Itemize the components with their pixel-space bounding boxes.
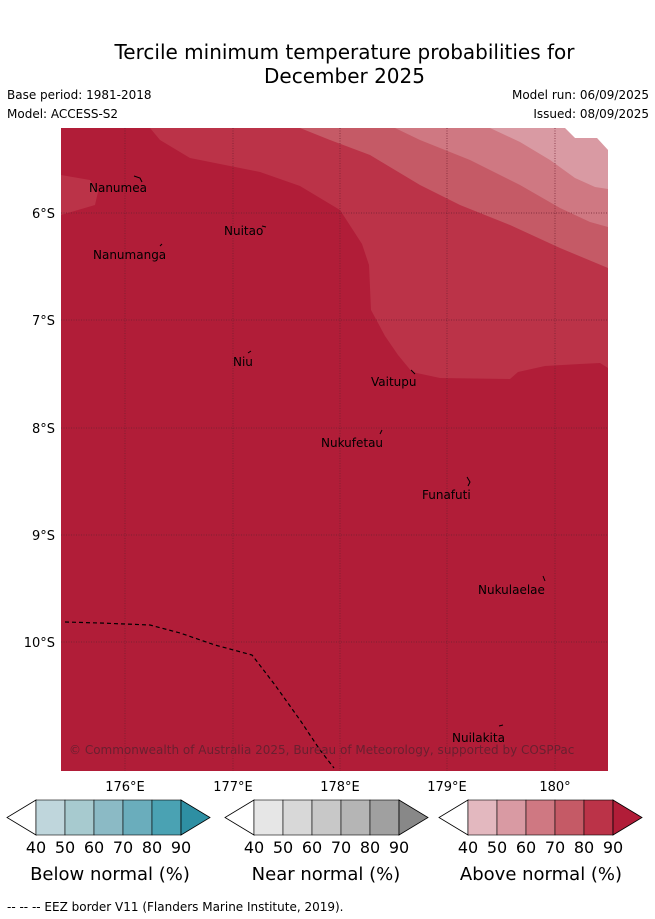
legend-below-tick: 80 <box>142 838 162 857</box>
place-label: Nanumanga <box>93 248 166 262</box>
island-nukulaelae-shape <box>542 575 546 582</box>
legend-near-tick: 60 <box>302 838 322 857</box>
place-label: Nukufetau <box>321 436 383 450</box>
legend-above-over-arrow <box>612 799 643 836</box>
legend-near-swatch <box>253 799 284 836</box>
legend-below-swatch <box>64 799 95 836</box>
eez-footnote: -- -- -- EEZ border V11 (Flanders Marine… <box>7 900 344 914</box>
legend-group: 40 50 60 70 80 90 40 50 60 70 80 90 40 50 60 70 80 90 <box>6 799 643 857</box>
legend-above-under-arrow <box>438 799 469 836</box>
model-name: Model: ACCESS-S2 <box>7 107 119 121</box>
island-nanumanga-shape <box>159 243 163 247</box>
eez-border <box>64 621 335 769</box>
legend-near-tick: 70 <box>331 838 351 857</box>
legend-above-swatch <box>554 799 585 836</box>
lat-label: 9°S <box>32 529 55 544</box>
island-nuitao-shape <box>261 225 267 228</box>
island-nukufetau-shape <box>379 429 383 435</box>
islands <box>133 175 546 727</box>
place-label: Vaitupu <box>371 375 417 389</box>
legend-near-swatch <box>311 799 342 836</box>
lat-label: 6°S <box>32 207 55 222</box>
legend-near-swatch <box>282 799 313 836</box>
legend-near-over-arrow <box>398 799 429 836</box>
legend-above-tick: 50 <box>487 838 507 857</box>
base-period: Base period: 1981-2018 <box>7 88 152 102</box>
map-fill-80-west <box>61 175 98 215</box>
legend-above-swatch <box>496 799 527 836</box>
island-nuilakita-shape <box>498 724 504 727</box>
legend-below-under-arrow <box>6 799 37 836</box>
legend-title-below: Below normal (%) <box>30 864 190 885</box>
place-label: Nuilakita <box>452 731 505 745</box>
legend-near-tick: 80 <box>360 838 380 857</box>
lat-label: 8°S <box>32 422 55 437</box>
island-nanumea-shape <box>133 175 143 183</box>
lon-label: 177°E <box>213 780 253 795</box>
legend-above-tick: 70 <box>545 838 565 857</box>
lon-label: 180° <box>539 780 570 795</box>
legend-near-tick: 40 <box>244 838 264 857</box>
place-label: Niu <box>233 355 253 369</box>
legend-below-swatch <box>151 799 182 836</box>
lon-label: 178°E <box>320 780 360 795</box>
legend-near-tick: 50 <box>273 838 293 857</box>
legend-above-tick: 60 <box>516 838 536 857</box>
lon-label: 179°E <box>427 780 467 795</box>
legend-below-tick: 70 <box>113 838 133 857</box>
island-niu-shape <box>247 350 252 354</box>
legend-above-swatch <box>467 799 498 836</box>
legend-above-tick: 40 <box>458 838 478 857</box>
legend-below-swatch <box>93 799 124 836</box>
place-label: Nukulaelae <box>478 583 545 597</box>
island-vaitupu-shape <box>410 369 416 375</box>
island-funafuti-shape <box>466 476 471 487</box>
legend-below-tick: 60 <box>84 838 104 857</box>
legend-below-tick: 50 <box>55 838 75 857</box>
model-run: Model run: 06/09/2025 <box>511 88 649 102</box>
legend-below-tick: 40 <box>26 838 46 857</box>
place-label: Nuitao <box>224 224 263 238</box>
legend-above-swatch <box>583 799 614 836</box>
place-label: Nanumea <box>89 181 147 195</box>
legend-title-above: Above normal (%) <box>459 864 623 885</box>
legend-below-swatch <box>122 799 153 836</box>
legend-near-swatch <box>369 799 400 836</box>
place-label: Funafuti <box>422 488 471 502</box>
legend-above-swatch <box>525 799 556 836</box>
graticule <box>61 128 608 771</box>
copyright-text: © Commonwealth of Australia 2025, Bureau… <box>69 743 574 757</box>
lat-label: 7°S <box>32 314 55 329</box>
legend-above-tick: 80 <box>574 838 594 857</box>
legend-title-near: Near normal (%) <box>251 864 401 885</box>
map-title: Tercile minimum temperature probabilitie… <box>0 40 655 88</box>
legend-near-under-arrow <box>224 799 255 836</box>
map-fill-50 <box>490 128 608 189</box>
lat-label: 10°S <box>24 636 55 651</box>
map-title-line1: Tercile minimum temperature probabilitie… <box>114 40 575 64</box>
legend-above-tick: 90 <box>603 838 623 857</box>
legend-near-swatch <box>340 799 371 836</box>
legend-below-swatch <box>35 799 66 836</box>
legend-below-tick: 90 <box>171 838 191 857</box>
legend-near-tick: 90 <box>389 838 409 857</box>
map-nodata-corner <box>565 128 608 150</box>
legend-below-over-arrow <box>180 799 211 836</box>
map-title-line2: December 2025 <box>264 64 425 88</box>
lon-label: 176°E <box>105 780 145 795</box>
issued-date: Issued: 08/09/2025 <box>533 107 649 121</box>
